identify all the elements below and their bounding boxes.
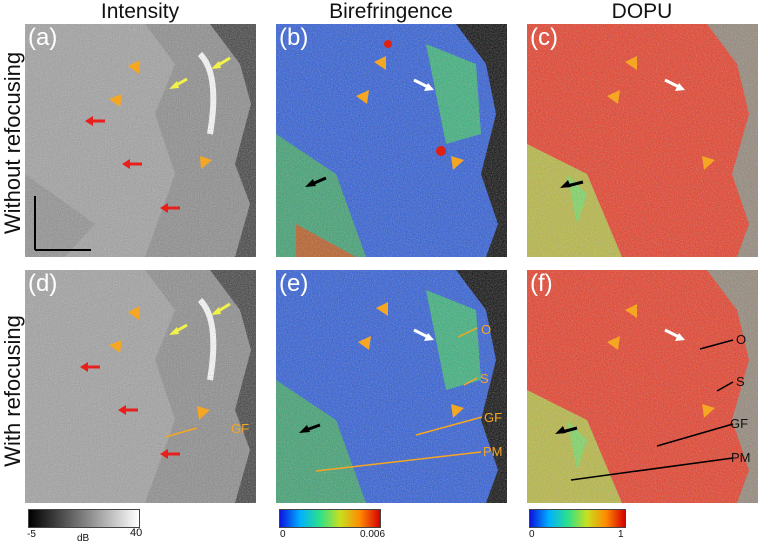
row-label-with-refocusing: With refocusing bbox=[0, 315, 25, 467]
colorbar-intensity bbox=[28, 509, 140, 528]
panel-label-d: (d) bbox=[28, 270, 58, 297]
annotation-o-f: O bbox=[736, 332, 747, 347]
row-label-without-refocusing: Without refocusing bbox=[0, 51, 25, 235]
annotation-gf-d: GF bbox=[231, 421, 250, 436]
panel-label-c: (c) bbox=[530, 24, 558, 51]
panel-label-e: (e) bbox=[279, 270, 309, 297]
panel-d-intensity: (d) GF bbox=[25, 270, 256, 503]
annotation-pm-e: PM bbox=[483, 444, 503, 459]
annotation-s-f: S bbox=[736, 374, 745, 389]
colorbar-birefringence bbox=[279, 509, 381, 528]
annotation-gf-f: GF bbox=[730, 416, 749, 431]
column-title-dopu: DOPU bbox=[611, 0, 673, 23]
panel-label-b: (b) bbox=[279, 24, 309, 51]
panel-c-dopu: (c) bbox=[527, 24, 758, 257]
annotation-s-e: S bbox=[480, 371, 489, 386]
colorbar-birefringence-max: 0.006 bbox=[360, 529, 386, 540]
colorbar-intensity-max: 40 bbox=[130, 527, 143, 539]
panel-label-f: (f) bbox=[530, 270, 553, 297]
annotation-gf-e: GF bbox=[484, 410, 503, 425]
panel-a-intensity: (a) bbox=[25, 24, 256, 257]
colorbar-dopu-min: 0 bbox=[529, 529, 535, 540]
annotation-pm-f: PM bbox=[731, 450, 751, 465]
colorbar-birefringence-min: 0 bbox=[280, 529, 286, 540]
colorbar-dopu-max: 1 bbox=[618, 529, 624, 540]
panel-label-a: (a) bbox=[28, 24, 58, 51]
column-title-birefringence: Birefringence bbox=[329, 0, 453, 23]
colorbar-intensity-min: -5 bbox=[27, 529, 36, 540]
panel-b-birefringence: (b) bbox=[276, 24, 507, 257]
column-title-intensity: Intensity bbox=[100, 0, 180, 23]
annotation-o-e: O bbox=[481, 322, 492, 337]
panel-e-birefringence: (e) O S GF PM bbox=[276, 270, 507, 503]
colorbar-dopu bbox=[529, 509, 626, 528]
panel-f-dopu: (f) O S GF PM bbox=[527, 270, 758, 503]
colorbar-intensity-unit: dB bbox=[77, 533, 90, 544]
